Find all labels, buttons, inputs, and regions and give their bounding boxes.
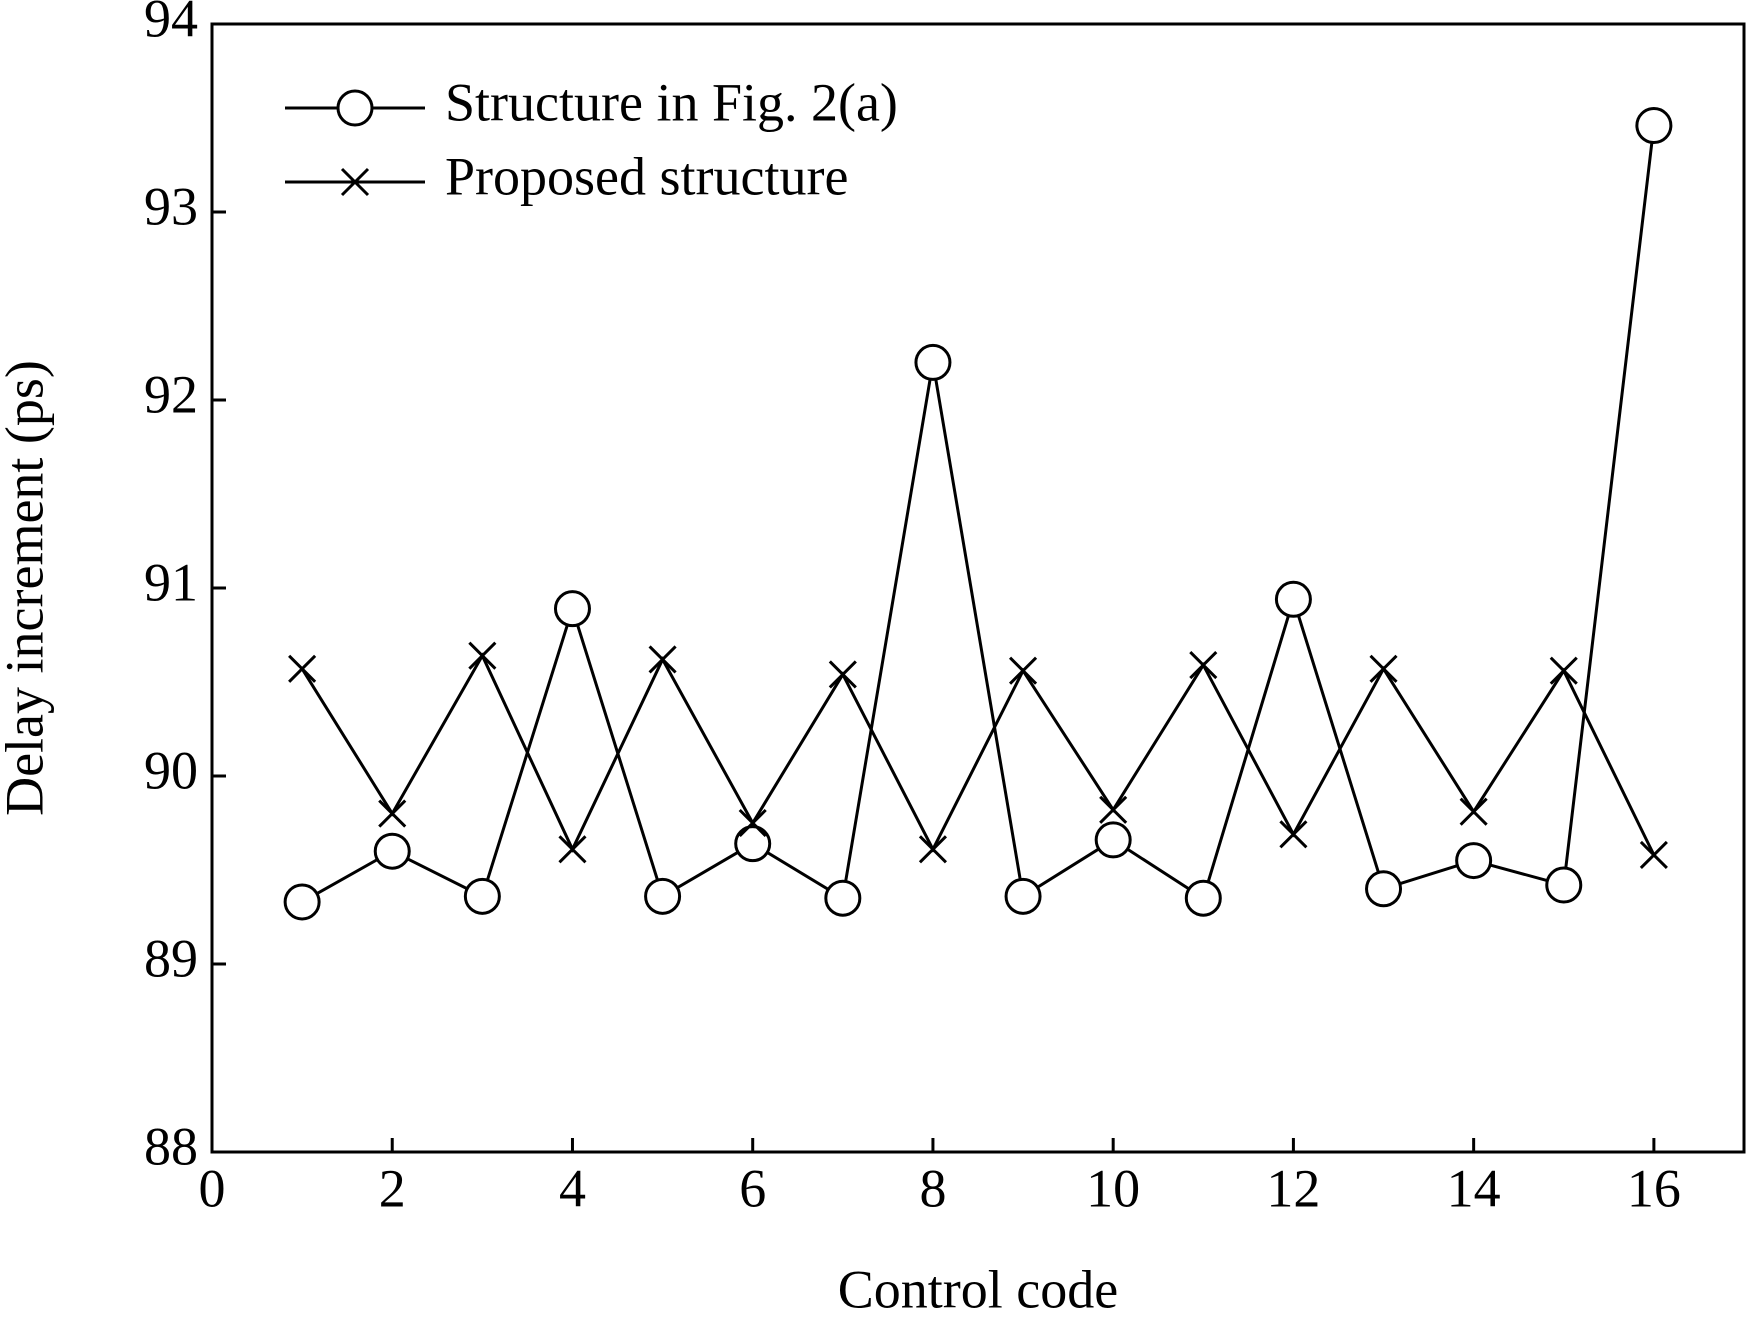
legend-marker: [340, 167, 370, 197]
point: [824, 879, 862, 917]
y-axis-label: Delay increment (ps): [0, 360, 54, 816]
x-tick-label: 10: [1086, 1158, 1140, 1218]
point: [918, 835, 948, 864]
point: [648, 645, 677, 674]
point: [1274, 580, 1312, 618]
x-tick-label: 16: [1627, 1158, 1681, 1218]
point: [288, 654, 317, 683]
y-tick-label: 90: [144, 740, 198, 800]
point: [378, 799, 407, 828]
series-line: [301, 125, 1656, 904]
x-tick-label: 6: [739, 1158, 766, 1218]
x-tick-label: 2: [379, 1158, 406, 1218]
legend-label: Proposed structure: [445, 146, 848, 206]
x-tick-label: 12: [1266, 1158, 1320, 1218]
x-tick-label: 4: [559, 1158, 586, 1218]
x-tick-label: 14: [1447, 1158, 1501, 1218]
point: [1094, 821, 1132, 859]
point: [1455, 842, 1493, 880]
y-tick-label: 94: [144, 0, 198, 48]
point: [283, 883, 321, 921]
point: [1635, 107, 1673, 145]
y-tick-label: 92: [144, 364, 198, 424]
point: [1099, 795, 1128, 824]
x-axis-label: Control code: [838, 1259, 1118, 1319]
point: [468, 641, 497, 670]
series-line: [300, 652, 1656, 856]
point: [914, 343, 952, 381]
legend-marker: [336, 89, 374, 127]
point: [1184, 879, 1222, 917]
point: [373, 832, 411, 870]
point: [1639, 840, 1668, 870]
x-tick-label: 8: [919, 1158, 946, 1218]
point: [828, 660, 857, 689]
legend-label: Structure in Fig. 2(a): [445, 72, 898, 132]
x-tick-label: 0: [199, 1158, 226, 1218]
point: [558, 835, 587, 864]
point: [738, 808, 767, 838]
point: [463, 877, 501, 915]
point: [1459, 797, 1488, 826]
point: [734, 825, 772, 863]
y-tick-label: 91: [144, 552, 198, 612]
point: [1004, 877, 1042, 915]
y-tick-label: 89: [144, 928, 198, 988]
y-tick-label: 93: [144, 176, 198, 236]
point: [1549, 656, 1578, 685]
point: [1008, 656, 1038, 685]
point: [1545, 866, 1583, 904]
point: [1369, 654, 1398, 683]
point: [644, 877, 682, 915]
point: [1189, 651, 1218, 680]
point: [1365, 870, 1403, 908]
plot-frame: [210, 22, 1746, 1154]
point: [1279, 820, 1308, 849]
point: [553, 590, 591, 628]
y-tick-label: 88: [144, 1116, 198, 1176]
